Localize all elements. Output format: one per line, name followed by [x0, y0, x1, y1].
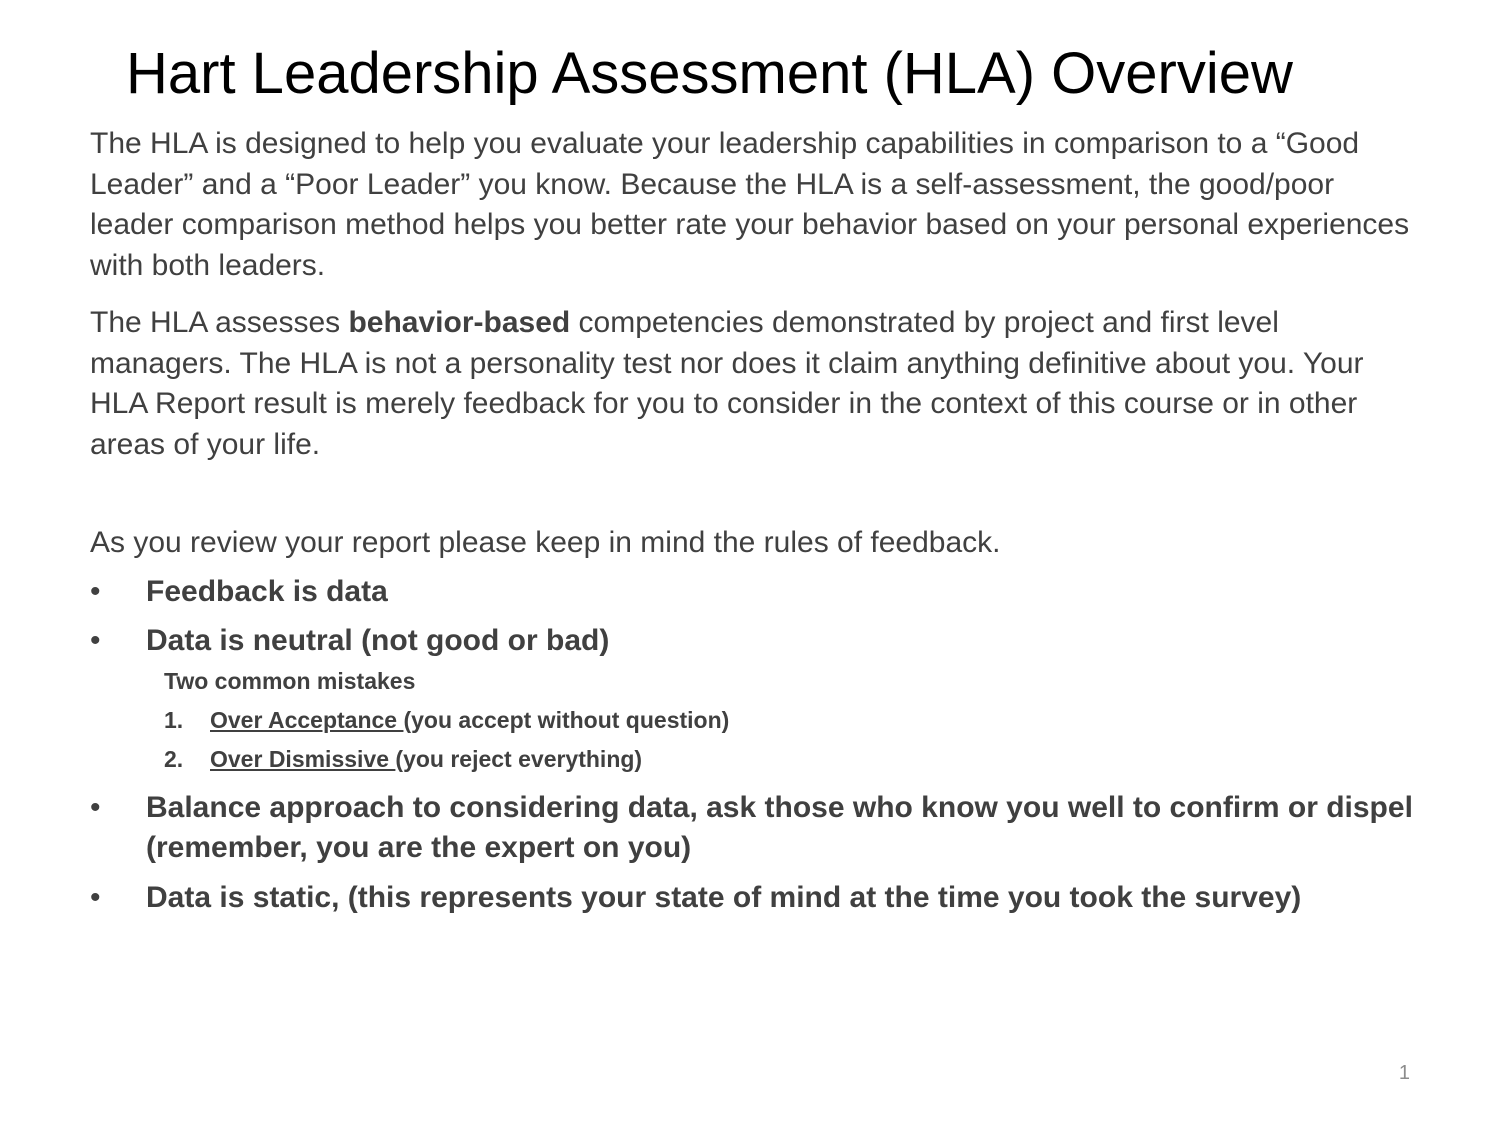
sub-heading: Two common mistakes [164, 667, 416, 694]
bullet-icon: • [90, 624, 101, 657]
bullet-text: Data is static, (this represents your st… [146, 880, 1302, 914]
list-item: 2. Over Dismissive (you reject everythin… [90, 740, 1420, 779]
list-item: • Balance approach to considering data, … [90, 788, 1420, 869]
paragraph-2-rest: competencies demonstrated by project and… [90, 306, 1364, 461]
bullet-icon: • [90, 880, 101, 914]
list-item: 1. Over Acceptance (you accept without q… [90, 701, 1420, 740]
list-item: • Data is neutral (not good or bad) Two … [90, 621, 1420, 779]
item-number: 2. [164, 745, 184, 772]
mistakes-list: 1. Over Acceptance (you accept without q… [90, 701, 1420, 779]
feedback-intro: As you review your report please keep in… [90, 526, 1001, 559]
feedback-rules-list: • Feedback is data • Data is neutral (no… [90, 572, 1420, 919]
paragraph-2: The HLA assesses behavior-based competen… [90, 303, 1420, 465]
slide-body: The HLA is designed to help you evaluate… [90, 124, 1420, 918]
paragraph-2-emphasis: behavior-based [348, 306, 571, 339]
paragraph-2-start: The HLA assesses [90, 306, 349, 339]
list-item: • Feedback is data [90, 572, 1420, 613]
bullet-text: Feedback is data [146, 574, 388, 608]
mistake-description: (you reject everything) [395, 745, 643, 772]
bullet-icon: • [90, 574, 101, 608]
page-number: 1 [1398, 1062, 1410, 1084]
mistake-term: Over Acceptance [210, 706, 404, 733]
item-number: 1. [164, 706, 184, 733]
bullet-text: Balance approach to considering data, as… [146, 790, 1413, 865]
bullet-icon: • [90, 790, 101, 824]
mistake-description: (you accept without question) [403, 706, 730, 733]
bullet-text: Data is neutral (not good or bad) [146, 624, 610, 657]
slide-title: Hart Leadership Assessment (HLA) Overvie… [126, 41, 1293, 106]
list-item: • Data is static, (this represents your … [90, 878, 1420, 919]
mistake-term: Over Dismissive [210, 745, 396, 772]
paragraph-1: The HLA is designed to help you evaluate… [90, 127, 1410, 282]
